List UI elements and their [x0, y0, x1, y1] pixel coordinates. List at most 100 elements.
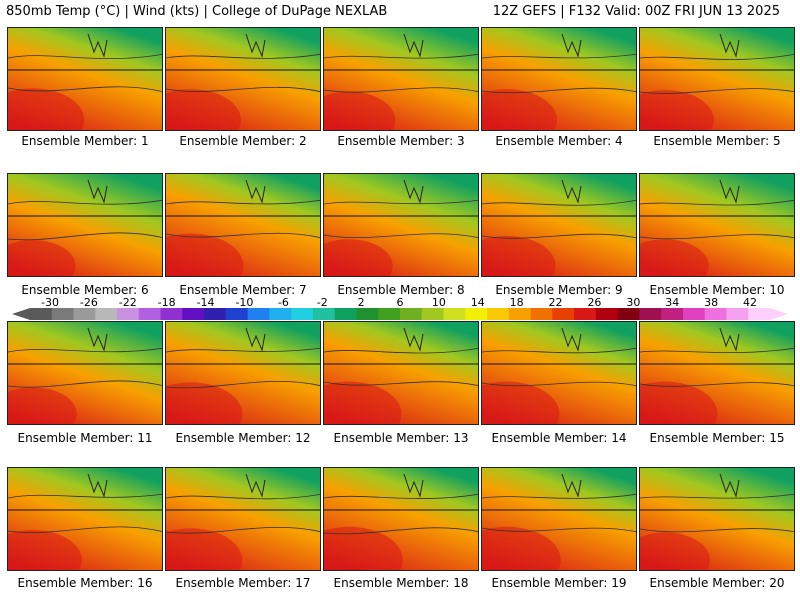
temperature-field [640, 28, 794, 130]
colorbar-swatch [95, 308, 118, 320]
temperature-field [324, 468, 478, 570]
great-lakes-outline [403, 473, 424, 498]
colorbar-tick-label: 22 [548, 296, 563, 309]
contour-line [640, 528, 794, 533]
contour-line [324, 87, 478, 93]
contour-line [640, 88, 794, 94]
ensemble-member-map [639, 467, 795, 571]
ensemble-member-map [165, 27, 321, 131]
great-lakes-outline [561, 327, 582, 352]
colorbar-swatch [378, 308, 401, 320]
warm-anomaly [8, 387, 77, 424]
temperature-field [324, 322, 478, 424]
great-lakes-outline [719, 327, 740, 352]
colorbar-swatch [704, 308, 727, 320]
ensemble-member-map [481, 173, 637, 277]
contour-line [324, 527, 478, 535]
great-lakes-outline [245, 327, 266, 352]
warm-anomaly [8, 240, 76, 276]
colorbar-tick-label: -22 [118, 296, 137, 309]
contour-line [640, 199, 794, 206]
colorbar-swatch [73, 308, 96, 320]
colorbar-tick-label: 10 [431, 296, 446, 309]
colorbar-swatch [291, 308, 314, 320]
ensemble-member-label: Ensemble Member: 15 [649, 431, 785, 445]
colorbar-swatch [661, 308, 684, 320]
colorbar-tick-label: -6 [277, 296, 289, 309]
temperature-field [166, 28, 320, 130]
ensemble-member-map [639, 173, 795, 277]
contour-line [166, 527, 320, 534]
warm-anomaly [482, 381, 560, 424]
colorbar-tick-label: 6 [396, 296, 404, 309]
warm-anomaly [166, 528, 243, 570]
warm-anomaly [324, 526, 403, 570]
ensemble-member-map [323, 467, 479, 571]
contour-line [8, 526, 162, 533]
great-lakes-outline [245, 179, 266, 204]
ensemble-member-label: Ensemble Member: 1 [21, 134, 149, 148]
ensemble-member-map [7, 321, 163, 425]
great-lakes-outline [719, 179, 740, 204]
ensemble-member-label: Ensemble Member: 7 [179, 283, 307, 297]
warm-anomaly [482, 236, 556, 276]
ensemble-member-map [323, 27, 479, 131]
warm-anomaly [482, 89, 557, 130]
great-lakes-outline [87, 473, 108, 498]
ensemble-member-label: Ensemble Member: 17 [175, 576, 311, 590]
contour-line [482, 233, 636, 239]
colorbar-swatch [117, 308, 140, 320]
colorbar-tick-label: 30 [626, 296, 641, 309]
ensemble-member-label: Ensemble Member: 20 [649, 576, 785, 590]
warm-anomaly [8, 88, 85, 130]
ensemble-member-map [323, 173, 479, 277]
colorbar-tick-label: 34 [665, 296, 680, 309]
contour-line [324, 347, 478, 354]
temperature-field [324, 28, 478, 130]
contour-line [8, 347, 162, 353]
ensemble-member-map [639, 321, 795, 425]
colorbar-swatch [334, 308, 357, 320]
colorbar-swatch [204, 308, 227, 320]
contour-line [166, 53, 320, 59]
colorbar-tick-label: 26 [587, 296, 602, 309]
contour-line [640, 382, 794, 387]
warm-anomaly [640, 90, 714, 130]
colorbar-swatch [443, 308, 466, 320]
contour-line [324, 53, 478, 59]
contour-line [482, 87, 636, 94]
colorbar-tick-label: 14 [470, 296, 485, 309]
temperature-field [482, 28, 636, 130]
great-lakes-outline [561, 33, 582, 58]
colorbar-swatch [160, 308, 183, 320]
colorbar-swatch [400, 308, 423, 320]
temperature-field [482, 322, 636, 424]
colorbar-swatch [639, 308, 662, 320]
colorbar-swatch [225, 308, 249, 320]
colorbar-swatch [682, 308, 706, 320]
warm-anomaly [324, 91, 396, 130]
ensemble-member-map [165, 321, 321, 425]
colorbar-tick-label: 2 [357, 296, 365, 309]
colorbar-swatch [421, 308, 445, 320]
temperature-field [640, 322, 794, 424]
ensemble-member-label: Ensemble Member: 19 [491, 576, 627, 590]
contour-line [166, 381, 320, 389]
colorbar-swatch [356, 308, 379, 320]
ensemble-member-label: Ensemble Member: 8 [337, 283, 465, 297]
contour-line [482, 381, 636, 387]
ensemble-member-label: Ensemble Member: 3 [337, 134, 465, 148]
temperature-field [482, 468, 636, 570]
warm-anomaly [166, 89, 241, 130]
contour-line [166, 493, 320, 500]
great-lakes-outline [719, 33, 740, 58]
temperature-field [166, 468, 320, 570]
ensemble-member-label: Ensemble Member: 12 [175, 431, 311, 445]
colorbar-swatch [487, 308, 510, 320]
temperature-field [166, 322, 320, 424]
colorbar-tick-label: -14 [196, 296, 215, 309]
ensemble-member-label: Ensemble Member: 11 [17, 431, 153, 445]
contour-line [640, 347, 794, 353]
contour-line [8, 493, 162, 499]
warm-anomaly [640, 532, 710, 570]
